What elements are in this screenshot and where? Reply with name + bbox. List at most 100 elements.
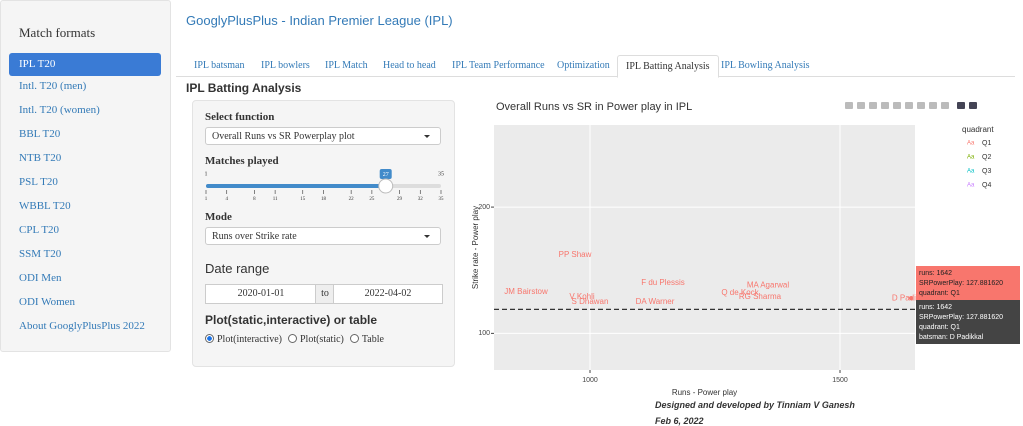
nav-item[interactable]: WBBL T20	[19, 200, 71, 212]
tab[interactable]: IPL Bowling Analysis	[721, 60, 810, 71]
y-tick-label: 100	[478, 330, 490, 337]
slider-tick-label: 25	[369, 197, 375, 202]
chart-title: Overall Runs vs SR in Power play in IPL	[496, 101, 692, 113]
tooltip	[916, 266, 1020, 300]
legend-symbol: Aa	[967, 155, 975, 161]
slider-tick-label: 1	[205, 197, 208, 202]
legend-symbol: Aa	[967, 169, 975, 175]
radio-option[interactable]: Plot(static)	[287, 334, 344, 345]
sidebar-title: Match formats	[19, 25, 96, 40]
section-title: IPL Batting Analysis	[186, 81, 302, 95]
point-label: PP Shaw	[559, 250, 592, 259]
tooltip-text: quadrant: Q1	[919, 290, 960, 297]
x-tick-label: 1500	[832, 377, 848, 384]
slider-value-box	[379, 169, 392, 179]
date-input[interactable]: 2022-04-02	[333, 284, 443, 304]
label: Plot(static,interactive) or table	[205, 313, 378, 327]
nav-item[interactable]: IPL T20	[9, 53, 161, 76]
select[interactable]: Overall Runs vs SR Powerplay plot	[205, 127, 441, 145]
date: Feb 6, 2022	[655, 416, 704, 426]
tooltip-text: runs: 1642	[919, 304, 952, 311]
slider-tick-label: 35	[439, 197, 445, 202]
radio-group: Plot(interactive) Plot(static) Table	[205, 334, 390, 345]
legend-label: Q1	[982, 140, 991, 147]
tooltip-text: quadrant: Q1	[919, 324, 960, 331]
nav-item[interactable]: About GooglyPlusPlus 2022	[19, 320, 145, 332]
modebar-button[interactable]	[881, 102, 889, 109]
slider-fill	[206, 184, 386, 188]
radio-option[interactable]: Table	[349, 334, 384, 345]
nav-item[interactable]: Intl. T20 (men)	[19, 80, 87, 92]
nav-item[interactable]: SSM T20	[19, 248, 62, 260]
slider[interactable]: 1 35 27 1 4 8 11 15 18 22 25 29 32 35	[193, 167, 454, 217]
date-input[interactable]: 2020-01-01	[205, 284, 317, 304]
radio-label: Plot(interactive)	[217, 334, 282, 345]
slider-thumb	[378, 178, 394, 194]
select[interactable]: Runs over Strike rate	[205, 227, 441, 245]
nav-item[interactable]: PSL T20	[19, 176, 58, 188]
legend-symbol: Aa	[967, 141, 975, 147]
modebar-button[interactable]	[941, 102, 949, 109]
legend-title: quadrant	[962, 125, 994, 134]
radio	[349, 334, 359, 343]
slider-tick-label: 15	[300, 197, 306, 202]
plot-panel	[494, 125, 915, 370]
y-tick-label: 200	[478, 204, 490, 211]
label: Date range	[205, 261, 270, 276]
app-title: GooglyPlusPlus - Indian Premier League (…	[186, 13, 453, 28]
chart: Overall Runs vs SR in Power play in IPL 1…	[471, 101, 1020, 397]
input-panel: Select function Overall Runs vs SR Power…	[192, 100, 455, 367]
tab[interactable]: IPL batsman	[194, 60, 245, 71]
label: Select function	[205, 111, 275, 123]
hover-point	[909, 296, 913, 301]
point-label: MA Agarwal	[747, 280, 789, 289]
nav-item[interactable]: ODI Women	[19, 296, 76, 308]
credit: Designed and developed by Tinniam V Gane…	[655, 400, 855, 410]
tab[interactable]: IPL Team Performance	[452, 60, 545, 71]
nav-item[interactable]: Intl. T20 (women)	[19, 104, 100, 116]
slider-tick-label: 8	[253, 197, 256, 202]
tab[interactable]: Head to head	[383, 60, 436, 71]
point-label: Q de Kock	[721, 288, 759, 297]
tab-rule	[176, 76, 1015, 77]
modebar-button[interactable]	[969, 102, 977, 109]
date-separator: to	[315, 284, 335, 304]
modebar-button[interactable]	[869, 102, 877, 109]
nav-item[interactable]: CPL T20	[19, 224, 60, 236]
modebar-button[interactable]	[893, 102, 901, 109]
slider-max: 35	[438, 171, 444, 177]
tab[interactable]: IPL Batting Analysis	[617, 55, 719, 78]
point-label: F du Plessis	[641, 278, 685, 287]
label: Matches played	[205, 155, 279, 167]
slider-tick-label: 32	[418, 197, 424, 202]
tooltip-text: SRPowerPlay: 127.881620	[919, 280, 1003, 287]
point-label: JM Bairstow	[504, 287, 548, 296]
slider-tick-label: 29	[397, 197, 403, 202]
modebar-button[interactable]	[929, 102, 937, 109]
modebar-button[interactable]	[845, 102, 853, 109]
slider-value: 27	[383, 172, 389, 178]
x-tick-label: 1000	[582, 377, 598, 384]
modebar-button[interactable]	[905, 102, 913, 109]
tooltip	[916, 300, 1020, 344]
y-axis-label: Strike rate - Power play	[471, 206, 480, 289]
radio-label: Table	[361, 334, 384, 345]
legend-label: Q4	[982, 182, 991, 189]
radio-option[interactable]: Plot(interactive)	[205, 334, 282, 345]
slider-tick-label: 22	[349, 197, 355, 202]
slider-tick-label: 18	[321, 197, 327, 202]
point-label: RG Sharma	[739, 292, 782, 301]
slider-tick-label: 11	[273, 197, 278, 202]
nav-item[interactable]: ODI Men	[19, 272, 62, 284]
tab[interactable]: Optimization	[557, 60, 610, 71]
modebar-button[interactable]	[857, 102, 865, 109]
nav-item[interactable]: BBL T20	[19, 128, 61, 140]
legend-label: Q3	[982, 168, 991, 175]
tooltip-text: SRPowerPlay: 127.881620	[919, 314, 1003, 321]
modebar-button[interactable]	[917, 102, 925, 109]
tab[interactable]: IPL Match	[325, 60, 368, 71]
nav-item[interactable]: NTB T20	[19, 152, 62, 164]
tab[interactable]: IPL bowlers	[261, 60, 310, 71]
modebar-button[interactable]	[957, 102, 965, 109]
